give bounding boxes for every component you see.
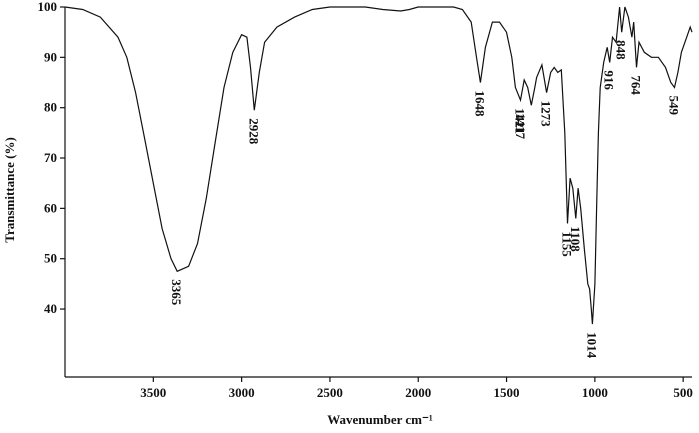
x-tick-label: 1000 (582, 385, 608, 400)
x-tick-label: 3500 (140, 385, 166, 400)
peak-label: 764 (629, 75, 644, 95)
x-tick-label: 3000 (229, 385, 255, 400)
y-tick-label: 80 (44, 100, 57, 115)
peak-label: 1421 (513, 108, 528, 134)
y-tick-label: 50 (44, 251, 57, 266)
peak-label: 1417 (513, 113, 528, 140)
spectrum-line (64, 6, 693, 325)
peak-label: 2928 (246, 118, 261, 145)
x-axis-label: Wavenumber cm⁻¹ (327, 412, 433, 427)
x-tick-label: 2000 (405, 385, 431, 400)
y-tick-label: 90 (44, 49, 57, 64)
peak-label: 916 (602, 70, 617, 90)
x-tick-label: 1500 (494, 385, 520, 400)
peak-label: 1155 (559, 231, 574, 257)
peak-label: 1648 (472, 91, 487, 118)
x-tick-label: 2500 (317, 385, 343, 400)
y-tick-label: 100 (38, 0, 58, 14)
peak-label: 3365 (169, 279, 184, 306)
peak-label: 1108 (568, 226, 583, 252)
y-axis-label: Transmittance (%) (2, 137, 17, 243)
peak-label: 848 (614, 40, 629, 60)
x-tick-label: 500 (673, 385, 693, 400)
y-tick-label: 70 (44, 150, 57, 165)
y-tick-label: 40 (44, 301, 57, 316)
y-tick-label: 60 (44, 200, 57, 215)
peak-label: 549 (667, 96, 682, 116)
peak-label: 1014 (584, 332, 599, 359)
peak-label: 1273 (539, 101, 554, 128)
